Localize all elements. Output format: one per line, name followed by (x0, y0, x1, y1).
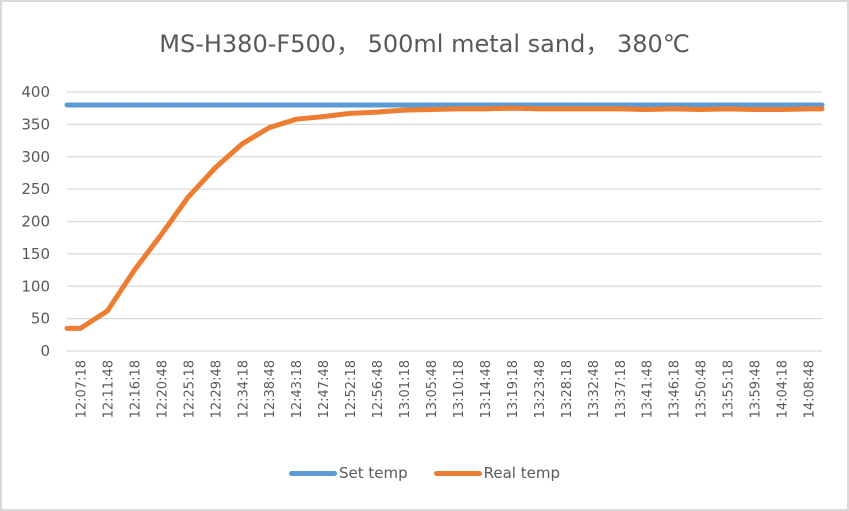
x-tick-label: 12:34:18 (236, 360, 251, 418)
y-tick-label: 350 (21, 115, 50, 133)
chart-title: MS-H380-F500， 500ml metal sand， 380℃ (159, 30, 690, 58)
series-lines (64, 102, 825, 331)
x-tick-label: 13:32:48 (587, 360, 602, 418)
legend: Set temp Real temp (0, 464, 849, 482)
x-tick-label: 13:50:48 (695, 360, 710, 418)
x-tick-label: 12:29:48 (209, 360, 224, 418)
y-tick-label: 50 (31, 310, 50, 328)
x-tick-label: 12:07:18 (74, 360, 89, 418)
legend-label: Real temp (483, 464, 560, 482)
x-tick-label: 12:11:48 (101, 360, 116, 418)
x-tick-label: 13:46:18 (668, 360, 683, 418)
y-axis: 0 50 100 150 200 250 300 350 400 (21, 83, 50, 360)
x-tick-label: 13:59:48 (749, 360, 764, 418)
x-tick-label: 13:01:18 (398, 360, 413, 418)
y-tick-label: 100 (21, 277, 50, 295)
x-tick-label: 13:14:48 (479, 360, 494, 418)
series-line-real-temp (64, 105, 825, 331)
x-tick-label: 12:20:48 (155, 360, 170, 418)
x-tick-label: 14:04:18 (776, 360, 791, 418)
x-tick-label: 13:05:48 (425, 360, 440, 418)
x-axis: 12:07:18 12:11:48 12:16:18 12:20:48 12:25:18… (74, 360, 817, 418)
y-tick-label: 150 (21, 245, 50, 263)
x-tick-label: 12:52:18 (344, 360, 359, 418)
x-tick-label: 12:43:18 (290, 360, 305, 418)
y-tick-label: 0 (40, 342, 50, 360)
gridlines (67, 91, 822, 352)
x-tick-label: 13:23:48 (533, 360, 548, 418)
y-tick-label: 300 (21, 148, 50, 166)
x-tick-label: 12:56:48 (371, 360, 386, 418)
x-tick-label: 12:47:48 (317, 360, 332, 418)
x-tick-label: 13:28:18 (560, 360, 575, 418)
y-tick-label: 400 (21, 83, 50, 101)
x-tick-label: 12:25:18 (182, 360, 197, 418)
y-tick-label: 250 (21, 180, 50, 198)
x-tick-label: 14:08:48 (803, 360, 818, 418)
x-tick-label: 12:16:18 (128, 360, 143, 418)
legend-swatch-icon (433, 470, 482, 476)
x-tick-label: 13:37:18 (614, 360, 629, 418)
x-tick-label: 13:19:18 (506, 360, 521, 418)
x-tick-label: 13:41:48 (641, 360, 656, 418)
legend-label: Set temp (338, 464, 408, 482)
x-tick-label: 12:38:48 (263, 360, 278, 418)
legend-item-set-temp: Set temp (288, 464, 408, 482)
legend-swatch-icon (288, 470, 337, 476)
legend-item-real-temp: Real temp (433, 464, 560, 482)
y-tick-label: 200 (21, 213, 50, 231)
x-tick-label: 13:55:18 (722, 360, 737, 418)
x-tick-label: 13:10:18 (452, 360, 467, 418)
